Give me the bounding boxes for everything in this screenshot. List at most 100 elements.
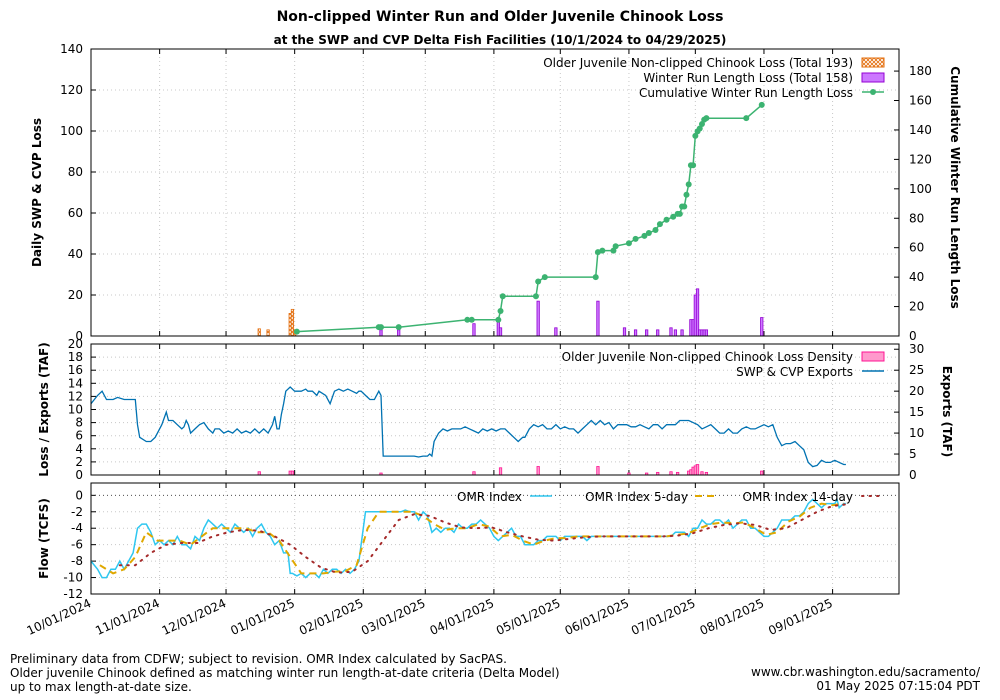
- y2-tick-label: 20: [909, 384, 924, 398]
- legend-swatch-winter-run: [861, 72, 885, 83]
- cumulative-point: [656, 221, 663, 228]
- legend-label: OMR Index 14-day: [743, 490, 853, 504]
- cumulative-point: [663, 216, 670, 223]
- winter-run-bar: [669, 327, 673, 337]
- y-tick-label: 100: [60, 124, 83, 138]
- winter-run-bar: [379, 329, 383, 337]
- cumulative-point: [612, 243, 619, 250]
- winter-run-bar: [472, 323, 476, 337]
- exports-line: [90, 386, 846, 468]
- chart-title: Non-clipped Winter Run and Older Juvenil…: [277, 9, 724, 25]
- y2-tick-label: 0: [909, 468, 917, 482]
- y-tick-label: 60: [68, 206, 83, 220]
- cumulative-point: [592, 274, 599, 281]
- legend-label: Cumulative Winter Run Length Loss: [639, 86, 853, 100]
- y-tick-label: 20: [68, 288, 83, 302]
- y-tick-label: 0: [75, 488, 83, 502]
- legend-swatch-density: [861, 351, 885, 362]
- x-tick-label: 08/01/2025: [698, 596, 767, 638]
- cumulative-point: [703, 115, 710, 122]
- footer-note-line: up to max length-at-date size.: [10, 680, 192, 694]
- loss-density-bar: [596, 466, 600, 476]
- legend-label: Older Juvenile Non-clipped Chinook Loss …: [562, 350, 853, 364]
- y-tick-label: -4: [71, 521, 83, 535]
- x-tick-label: 09/01/2025: [766, 596, 835, 638]
- x-tick-label: 03/01/2025: [359, 596, 428, 638]
- cumulative-point: [698, 121, 705, 128]
- y2-tick-label: 60: [909, 241, 924, 255]
- y-tick-label: 18: [68, 350, 83, 364]
- winter-run-bar: [554, 327, 558, 337]
- y-tick-label: -2: [71, 505, 83, 519]
- y-tick-label: -6: [71, 538, 83, 552]
- omr-index-line: [90, 497, 846, 579]
- y2-tick-label: 100: [909, 182, 932, 196]
- y2-tick-label: 0: [909, 329, 917, 343]
- y2-tick-label: 10: [909, 426, 924, 440]
- legend-label: Winter Run Length Loss (Total 158): [643, 71, 853, 85]
- loss-density-bar: [536, 466, 540, 476]
- y2-tick-label: 20: [909, 300, 924, 314]
- cumulative-point: [464, 316, 471, 323]
- y-tick-label: 0: [75, 468, 83, 482]
- x-tick-label: 02/01/2025: [297, 596, 366, 638]
- cumulative-point: [685, 181, 692, 188]
- cumulative-point: [758, 101, 765, 108]
- winter-run-bar: [680, 329, 684, 337]
- y-tick-label: 6: [75, 429, 83, 443]
- winter-run-bar: [704, 329, 709, 337]
- legend-swatch-older-juvenile: [861, 57, 885, 68]
- winter-run-bar: [656, 329, 660, 337]
- cumulative-point: [696, 125, 703, 132]
- cumulative-point: [652, 227, 659, 234]
- x-tick-label: 06/01/2025: [563, 596, 632, 638]
- x-tick-label: 04/01/2025: [428, 596, 497, 638]
- winter-run-bar: [622, 327, 627, 337]
- cumulative-point: [532, 293, 539, 300]
- x-tick-label: 12/01/2024: [160, 596, 229, 638]
- y2-tick-label: 140: [909, 123, 932, 137]
- cumulative-point: [610, 247, 617, 254]
- y-tick-label: 10: [68, 403, 83, 417]
- loss-density-bar: [760, 470, 764, 476]
- omr-14day-line: [118, 503, 847, 574]
- y2-tick-label: 15: [909, 405, 924, 419]
- cumulative-point: [692, 132, 699, 139]
- cumulative-point: [743, 115, 750, 122]
- winter-run-bar: [536, 300, 540, 337]
- legend-label: OMR Index: [457, 490, 522, 504]
- y-axis-label: Daily SWP & CVP Loss: [30, 118, 44, 267]
- legend-swatch-cumulative-marker: [870, 89, 876, 95]
- source-url[interactable]: www.cbr.washington.edu/sacramento/: [751, 665, 980, 679]
- y-tick-label: 14: [68, 376, 83, 390]
- footer-source: www.cbr.washington.edu/sacramento/ 01 Ma…: [751, 665, 980, 693]
- cumulative-point: [468, 316, 475, 323]
- winter-run-bar: [596, 300, 600, 337]
- footer-note-line: Older juvenile Chinook defined as matchi…: [10, 666, 560, 680]
- footer-note-line: Preliminary data from CDFW; subject to r…: [10, 652, 507, 666]
- cumulative-point: [645, 229, 652, 236]
- y2-axis-label: Exports (TAF): [940, 366, 954, 457]
- loss-density-bar: [498, 467, 503, 476]
- cumulative-point: [499, 293, 506, 300]
- winter-run-bar: [633, 329, 638, 337]
- loss-density-bar: [290, 470, 295, 476]
- cumulative-point: [377, 324, 384, 331]
- y-tick-label: 12: [68, 389, 83, 403]
- loss-panel-frame: [90, 48, 900, 337]
- y2-tick-label: 80: [909, 211, 924, 225]
- cumulative-line: [296, 104, 763, 333]
- x-tick-label: 05/01/2025: [494, 596, 563, 638]
- y2-tick-label: 25: [909, 363, 924, 377]
- winter-run-bar: [695, 288, 700, 337]
- cumulative-point: [395, 324, 402, 331]
- y2-tick-label: 5: [909, 447, 917, 461]
- cumulative-point: [497, 307, 504, 314]
- y-axis-label: Flow (TCFS): [37, 498, 51, 579]
- y2-axis-label: Cumulative Winter Run Length Loss: [948, 66, 962, 309]
- omr-5day-line: [99, 502, 844, 575]
- y-axis-label: Loss / Exports (TAF): [37, 342, 51, 476]
- x-tick-label: 10/01/2024: [25, 596, 94, 638]
- y-tick-label: -8: [71, 554, 83, 568]
